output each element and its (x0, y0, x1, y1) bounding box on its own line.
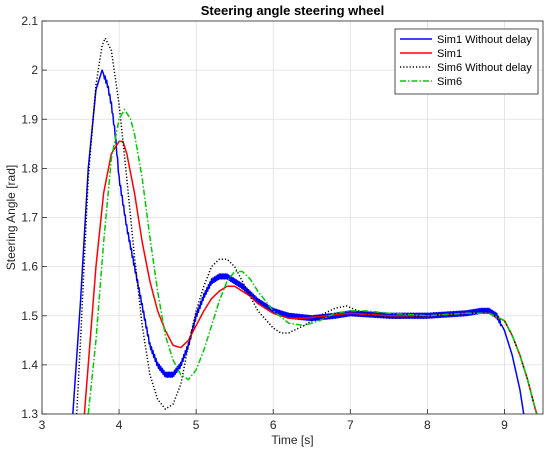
legend-box (394, 28, 539, 95)
x-axis-label: Time [s] (271, 433, 313, 447)
chart-title: Steering angle steering wheel (201, 3, 385, 18)
series-group (72, 37, 538, 414)
y-tick-label: 1.6 (21, 260, 38, 274)
y-tick-label: 2 (31, 63, 38, 77)
x-tick-label: 5 (193, 418, 200, 432)
legend: Sim1 Without delay Sim1 Sim6 Without del… (394, 28, 539, 95)
y-tick-label: 1.7 (21, 211, 38, 225)
x-tick-label: 7 (347, 418, 354, 432)
y-axis-label: Steering Angle [rad] (4, 165, 18, 270)
y-tick-label: 1.8 (21, 161, 38, 175)
legend-label: Sim6 (437, 76, 462, 88)
legend-label: Sim1 (437, 48, 462, 60)
y-tick-label: 1.9 (21, 112, 38, 126)
y-tick-label: 1.3 (21, 407, 38, 421)
legend-entry: Sim6 Without delay (400, 62, 532, 74)
y-tick-label: 2.1 (21, 14, 38, 28)
ticks: 3 4 5 6 7 8 9 1.3 1.4 1.5 1.6 1.7 1.8 1.9 2 2.1 (21, 14, 508, 432)
y-tick-label: 1.4 (21, 358, 38, 372)
legend-label: Sim6 Without delay (437, 62, 532, 74)
legend-entry: Sim1 Without delay (400, 34, 532, 46)
legend-entry: Sim6 (400, 76, 462, 88)
legend-label: Sim1 Without delay (437, 34, 532, 46)
y-tick-label: 1.5 (21, 309, 38, 323)
legend-entry: Sim1 (400, 48, 462, 60)
x-tick-label: 6 (270, 418, 277, 432)
series-line-3 (87, 108, 538, 414)
x-tick-label: 9 (501, 418, 508, 432)
x-tick-label: 4 (116, 418, 123, 432)
x-tick-label: 8 (424, 418, 431, 432)
x-tick-label: 3 (39, 418, 46, 432)
